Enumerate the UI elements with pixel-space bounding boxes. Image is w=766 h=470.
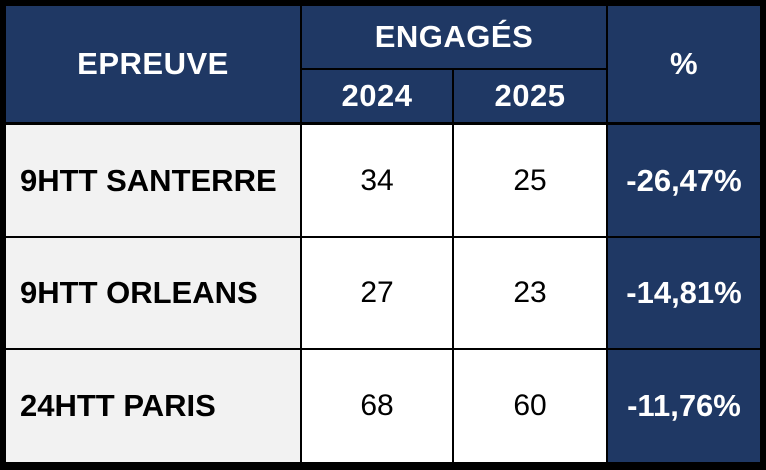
header-percent-label: % bbox=[669, 46, 699, 81]
table-cell-2025: 60 bbox=[454, 350, 606, 462]
header-year-2025: 2025 bbox=[454, 70, 606, 122]
table-row-label: 9HTT SANTERRE bbox=[6, 125, 300, 236]
header-engages-label: ENGAGÉS bbox=[374, 19, 534, 54]
header-year-2025-label: 2025 bbox=[494, 78, 566, 113]
value-2024: 68 bbox=[360, 389, 394, 422]
table-cell-2025: 25 bbox=[454, 125, 606, 236]
table-cell-percent: -11,76% bbox=[608, 350, 760, 462]
value-2025: 25 bbox=[513, 163, 547, 197]
header-year-2024-label: 2024 bbox=[341, 78, 413, 113]
value-2024: 34 bbox=[360, 163, 394, 197]
header-epreuve-label: EPREUVE bbox=[77, 46, 229, 81]
value-2024: 27 bbox=[360, 276, 394, 309]
value-2025: 60 bbox=[513, 389, 547, 422]
table-cell-2024: 34 bbox=[302, 125, 452, 236]
table-cell-2024: 27 bbox=[302, 238, 452, 348]
header-year-2024: 2024 bbox=[302, 70, 452, 122]
percent-value: -11,76% bbox=[627, 388, 741, 423]
header-engages: ENGAGÉS bbox=[302, 6, 606, 68]
table-cell-percent: -14,81% bbox=[608, 238, 760, 348]
header-percent: % bbox=[608, 6, 760, 122]
epreuve-name: 24HTT PARIS bbox=[20, 388, 216, 423]
table-cell-percent: -26,47% bbox=[608, 125, 760, 236]
table-row-label: 24HTT PARIS bbox=[6, 350, 300, 462]
epreuve-name: 9HTT ORLEANS bbox=[20, 275, 258, 310]
table-row-label: 9HTT ORLEANS bbox=[6, 238, 300, 348]
value-2025: 23 bbox=[513, 276, 547, 309]
percent-value: -14,81% bbox=[626, 275, 742, 310]
table-cell-2024: 68 bbox=[302, 350, 452, 462]
table-cell-2025: 23 bbox=[454, 238, 606, 348]
percent-value: -26,47% bbox=[626, 162, 742, 198]
header-epreuve: EPREUVE bbox=[6, 6, 300, 122]
epreuve-name: 9HTT SANTERRE bbox=[20, 162, 277, 198]
